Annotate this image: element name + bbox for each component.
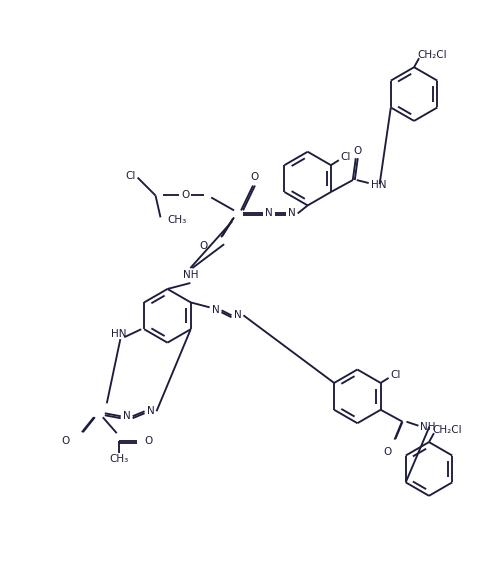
Text: CH₃: CH₃ (109, 454, 128, 464)
Text: CH₃: CH₃ (167, 215, 187, 225)
Text: HN: HN (111, 329, 126, 339)
Text: CH₂Cl: CH₂Cl (432, 425, 462, 435)
Text: N: N (123, 411, 131, 421)
Text: O: O (199, 241, 207, 251)
Text: O: O (181, 190, 189, 201)
Text: O: O (145, 436, 153, 446)
Text: O: O (354, 146, 362, 157)
Text: O: O (251, 172, 259, 181)
Text: O: O (384, 446, 392, 457)
Text: Cl: Cl (341, 152, 351, 162)
Text: N: N (288, 208, 296, 219)
Text: N: N (265, 208, 273, 219)
Text: HN: HN (371, 180, 386, 190)
Text: N: N (147, 406, 155, 416)
Text: NH: NH (420, 421, 436, 432)
Text: Cl: Cl (125, 171, 136, 181)
Text: N: N (212, 305, 220, 315)
Text: CH₂Cl: CH₂Cl (417, 50, 447, 60)
Text: NH: NH (182, 270, 198, 280)
Text: Cl: Cl (391, 370, 401, 380)
Text: O: O (62, 436, 70, 446)
Text: N: N (234, 310, 242, 320)
